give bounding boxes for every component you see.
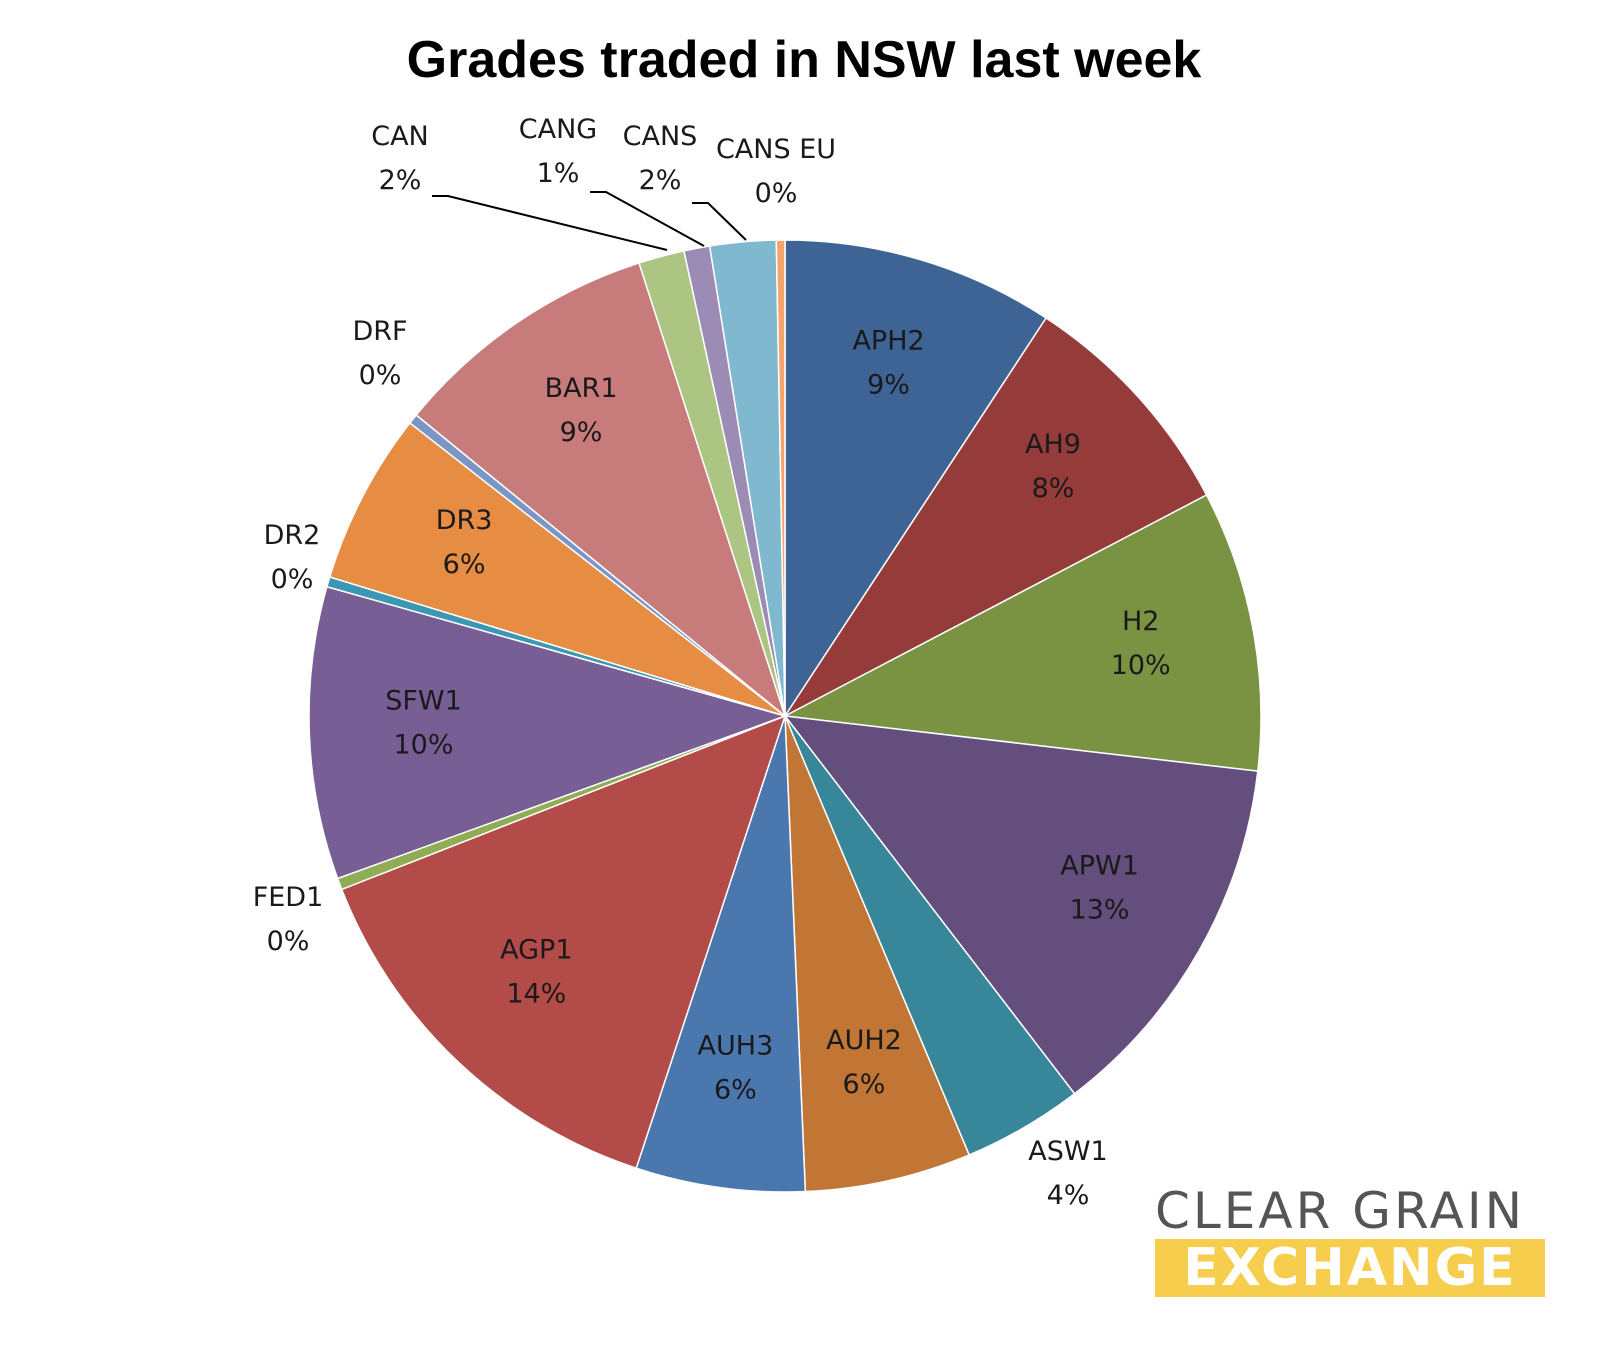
slice-label-dr3: DR3: [436, 505, 493, 536]
slice-pct-agp1: 14%: [506, 979, 566, 1010]
slice-label-sfw1: SFW1: [385, 685, 462, 716]
slice-label-ah9: AH9: [1025, 429, 1081, 460]
pie-slices: [308, 239, 1262, 1193]
slice-label-dr2: DR2: [264, 520, 321, 551]
slice-auh3: [635, 715, 807, 1193]
slice-pct-asw1: 4%: [1047, 1180, 1090, 1211]
slice-ah9: [782, 316, 1208, 719]
slice-pct-h2: 10%: [1111, 650, 1171, 681]
slice-label-agp1: AGP1: [500, 935, 572, 966]
slice-label-fed1: FED1: [253, 882, 324, 913]
leader-lines: [432, 191, 747, 251]
chart-title: Grades traded in NSW last week: [406, 31, 1202, 89]
slice-pct-aph2: 9%: [867, 369, 910, 400]
slice-pct-bar1: 9%: [560, 417, 603, 448]
slice-label-auh3: AUH3: [698, 1030, 774, 1061]
slice-label-cans: CANS: [623, 121, 698, 152]
slice-pct-dr2: 0%: [271, 564, 314, 595]
slice-label-aph2: APH2: [852, 325, 924, 356]
slice-pct-fed1: 0%: [267, 926, 310, 957]
slice-pct-ah9: 8%: [1032, 473, 1075, 504]
slice-label-apw1: APW1: [1060, 851, 1139, 882]
leader-cang: [590, 191, 705, 247]
slice-label-can: CAN: [371, 121, 429, 152]
slice-dr3: [328, 421, 786, 717]
slice-pct-sfw1: 10%: [393, 729, 453, 760]
slice-agp1: [340, 714, 787, 1170]
slice-apw1: [783, 715, 1259, 1095]
slice-pct-can: 2%: [379, 165, 422, 196]
slice-aph2: [784, 239, 1048, 719]
slice-label-drf: DRF: [352, 316, 407, 347]
slice-label-asw1: ASW1: [1028, 1136, 1107, 1167]
slice-pct-apw1: 13%: [1070, 895, 1130, 926]
slice-sfw1: [308, 585, 788, 880]
slice-pct-auh3: 6%: [714, 1074, 757, 1105]
leader-can: [432, 195, 668, 251]
slice-label-auh2: AUH2: [826, 1025, 902, 1056]
slice-auh2: [784, 715, 971, 1193]
slice-pct-cang: 1%: [537, 158, 580, 189]
slice-label-bar1: BAR1: [545, 373, 618, 404]
slice-pct-dr3: 6%: [443, 549, 486, 580]
slice-label-h2: H2: [1122, 606, 1159, 637]
slice-label-cang: CANG: [519, 114, 597, 145]
leader-cans: [692, 202, 747, 241]
slice-label-cans-eu: CANS EU: [716, 134, 836, 165]
slice-pct-cans: 2%: [639, 165, 682, 196]
slice-h2: [782, 493, 1262, 772]
slice-pct-cans-eu: 0%: [755, 178, 798, 209]
logo-line-1: CLEAR GRAIN: [1155, 1182, 1526, 1240]
slice-pct-auh2: 6%: [843, 1069, 886, 1100]
slice-cans-eu: [775, 239, 786, 717]
logo-line-2: EXCHANGE: [1155, 1239, 1545, 1297]
slice-pct-drf: 0%: [359, 360, 402, 391]
slice-labels: APH2 9% AH9 8% H2 10% APW1 13% ASW1 4% AUH2 6% AUH3 6…: [253, 114, 1171, 1211]
slice-bar1: [415, 261, 787, 719]
clear-grain-exchange-logo: CLEAR GRAIN EXCHANGE: [1155, 1185, 1545, 1297]
